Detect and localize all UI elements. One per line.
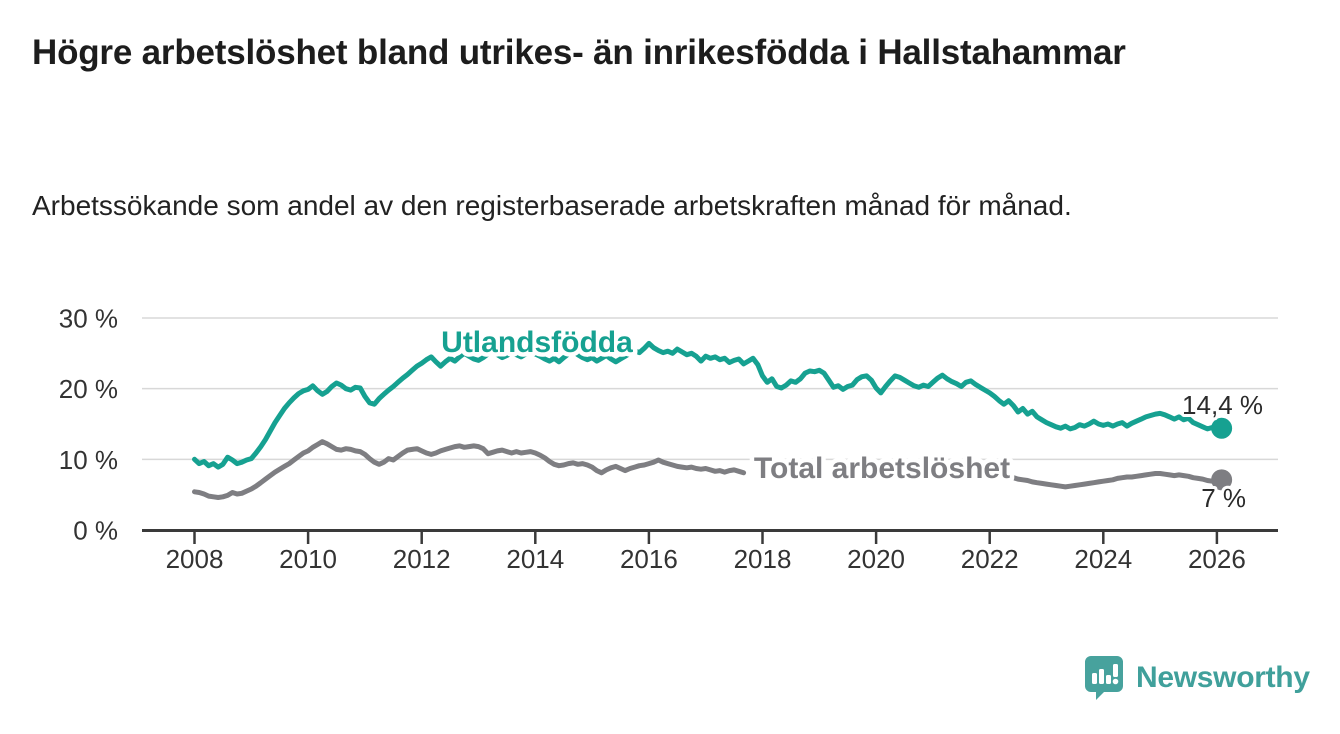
chart-title: Högre arbetslöshet bland utrikes- än inr… [32,33,1126,72]
y-axis-tick-label: 0 % [73,516,118,546]
series-label-total-arbetsloshet: Total arbetslöshet [754,452,1010,485]
series-end-dot [1211,469,1233,491]
x-axis-tick-label: 2018 [734,544,792,574]
x-axis-tick-label: 2010 [279,544,337,574]
series-line-total-arbetsl-shet [192,439,1225,500]
y-axis-tick-label: 20 % [59,374,118,404]
series-label-utlandsfodda: Utlandsfödda [441,326,633,359]
x-axis-tick-label: 2008 [166,544,224,574]
x-axis-tick-label: 2020 [847,544,905,574]
series-end-dot [1211,417,1233,439]
y-axis-tick-label: 30 % [59,303,118,333]
newsworthy-logo-icon [1085,656,1123,700]
x-axis-tick-label: 2026 [1188,544,1246,574]
series-line-utlandsf-dda [192,340,1225,470]
x-axis-tick-label: 2014 [506,544,564,574]
series-end-value-label: 7 % [1201,483,1246,513]
x-axis-tick-label: 2016 [620,544,678,574]
y-axis-tick-label: 10 % [59,445,118,475]
series-end-value-label: 14,4 % [1182,390,1263,420]
newsworthy-logo-text: Newsworthy [1136,661,1310,694]
chart-subtitle: Arbetssökande som andel av den registerb… [32,190,1072,221]
x-axis-tick-label: 2024 [1074,544,1132,574]
x-axis-tick-label: 2012 [393,544,451,574]
x-axis-tick-label: 2022 [961,544,1019,574]
newsworthy-logo: Newsworthy [1085,656,1310,700]
